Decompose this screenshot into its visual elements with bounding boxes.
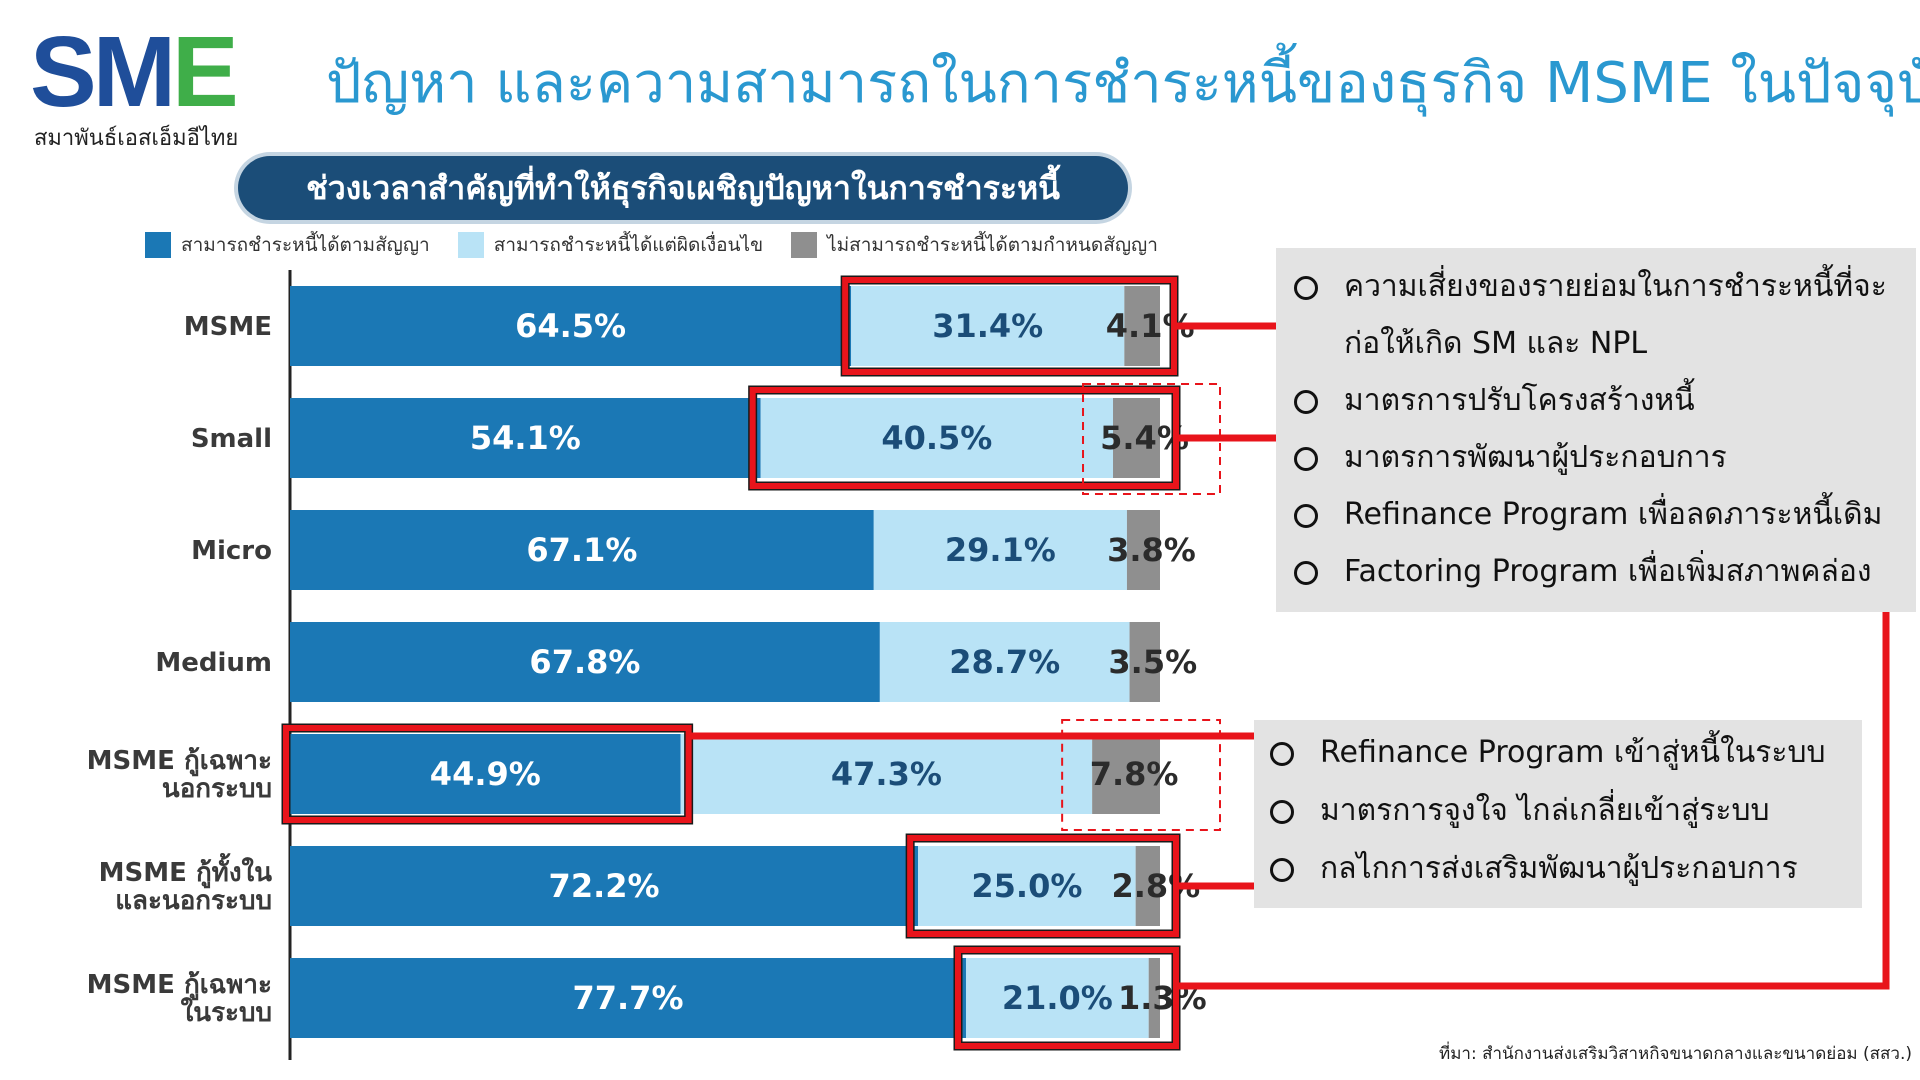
callout-top-text: Refinance Program เพื่อลดภาระหนี้เดิม — [1344, 497, 1883, 532]
data-label: 64.5% — [515, 307, 626, 345]
data-label: 4.1% — [1106, 307, 1195, 345]
callout-top-item: มาตรการปรับโครงสร้างหนี้ — [1294, 372, 1916, 429]
callout-bottom: Refinance Program เข้าสู่หนี้ในระบบ มาตร… — [1254, 720, 1862, 908]
data-label: 31.4% — [932, 307, 1043, 345]
callout-top: ความเสี่ยงของรายย่อมในการชำระหนี้ที่จะก่… — [1276, 248, 1916, 612]
category-label: Micro — [191, 536, 272, 566]
category-label: MSME กู้ทั้งใน — [99, 852, 273, 889]
stacked-bar-chart: 64.5% 31.4% 4.1% MSME 54.1% 40.5% 5.4% Small 67.… — [87, 270, 1207, 1060]
category-label: นอกระบบ — [162, 774, 272, 804]
bullet-icon — [1294, 447, 1318, 471]
legend-swatch-default — [791, 232, 818, 258]
callout-bottom-text: Refinance Program เข้าสู่หนี้ในระบบ — [1320, 735, 1826, 770]
data-label: 54.1% — [470, 419, 581, 457]
bullet-icon — [1294, 390, 1318, 414]
page-title: ปัญหา และความสามารถในการชำระหนี้ของธุรกิ… — [326, 51, 1920, 116]
data-label: 67.1% — [526, 531, 637, 569]
bullet-icon — [1270, 742, 1294, 766]
bullet-icon — [1294, 504, 1318, 528]
legend-item-breach: สามารถชำระหนี้ได้แต่ผิดเงื่อนไข — [457, 230, 764, 260]
data-label: 21.0% — [1002, 979, 1113, 1017]
sme-logo: SME สมาพันธ์เอสเอ็มอีไทย — [30, 16, 270, 150]
chart-legend: สามารถชำระหนี้ได้ตามสัญญา สามารถชำระหนี้… — [145, 230, 1186, 260]
data-label: 67.8% — [529, 643, 640, 681]
data-label: 1.3% — [1118, 979, 1207, 1017]
bar-segment — [290, 398, 761, 478]
data-label: 7.8% — [1090, 755, 1179, 793]
source-note: ที่มา: สำนักงานส่งเสริมวิสาหกิจขนาดกลางแ… — [1439, 1044, 1912, 1064]
data-label: 47.3% — [831, 755, 942, 793]
bar-segment — [290, 286, 852, 366]
bullet-icon — [1294, 276, 1318, 300]
data-label: 5.4% — [1100, 419, 1189, 457]
bar-segment — [1129, 622, 1160, 702]
data-label: 3.8% — [1107, 531, 1196, 569]
callout-bottom-item: กลไกการส่งเสริมพัฒนาผู้ประกอบการ — [1270, 840, 1862, 898]
data-label: 77.7% — [572, 979, 683, 1017]
logo-letters: SME — [30, 16, 239, 128]
callout-top-text: มาตรการพัฒนาผู้ประกอบการ — [1344, 440, 1727, 475]
legend-label-default: ไม่สามารถชำระหนี้ได้ตามกำหนดสัญญา — [827, 235, 1158, 256]
bar-segment — [879, 622, 1130, 702]
data-label: 25.0% — [971, 867, 1082, 905]
bar-segment — [290, 510, 874, 590]
bar-segment — [290, 846, 919, 926]
category-label: MSME — [184, 312, 272, 342]
data-label: 40.5% — [881, 419, 992, 457]
legend-item-default: ไม่สามารถชำระหนี้ได้ตามกำหนดสัญญา — [791, 230, 1158, 260]
category-label: Medium — [155, 648, 272, 678]
legend-swatch-on-time — [145, 232, 171, 258]
legend-swatch-breach — [457, 232, 484, 258]
legend-label-on-time: สามารถชำระหนี้ได้ตามสัญญา — [181, 235, 430, 256]
callout-top-item: มาตรการพัฒนาผู้ประกอบการ — [1294, 429, 1916, 486]
data-label: 2.8% — [1111, 867, 1200, 905]
callout-top-item: Refinance Program เพื่อลดภาระหนี้เดิม — [1294, 486, 1916, 543]
data-label: 3.5% — [1108, 643, 1197, 681]
category-label: MSME กู้เฉพาะ — [87, 970, 272, 1001]
category-label: MSME กู้เฉพาะ — [87, 746, 272, 777]
data-label: 28.7% — [949, 643, 1060, 681]
bar-segment — [290, 622, 880, 702]
callout-top-text: มาตรการปรับโครงสร้างหนี้ — [1344, 383, 1695, 418]
data-label: 29.1% — [945, 531, 1056, 569]
legend-item-on-time: สามารถชำระหนี้ได้ตามสัญญา — [145, 230, 430, 260]
callout-top-item: Factoring Program เพื่อเพิ่มสภาพคล่อง — [1294, 543, 1916, 600]
callout-top-text: Factoring Program เพื่อเพิ่มสภาพคล่อง — [1344, 554, 1872, 589]
bullet-icon — [1270, 800, 1294, 824]
bar-segment — [680, 734, 1093, 814]
callout-bottom-text: กลไกการส่งเสริมพัฒนาผู้ประกอบการ — [1320, 851, 1798, 886]
callout-bottom-item: Refinance Program เข้าสู่หนี้ในระบบ — [1270, 724, 1862, 782]
category-label: Small — [191, 424, 272, 454]
logo-subtitle: สมาพันธ์เอสเอ็มอีไทย — [34, 125, 239, 150]
bar-segment — [873, 510, 1127, 590]
callout-bottom-text: มาตรการจูงใจ ไกล่เกลี่ยเข้าสู่ระบบ — [1320, 793, 1770, 828]
data-label: 44.9% — [430, 755, 541, 793]
data-label: 72.2% — [549, 867, 660, 905]
callout-top-item: ความเสี่ยงของรายย่อมในการชำระหนี้ที่จะก่… — [1294, 258, 1916, 372]
bullet-icon — [1270, 858, 1294, 882]
category-label: ในระบบ — [181, 997, 272, 1028]
bar-segment — [290, 958, 966, 1038]
category-label: และนอกระบบ — [115, 886, 272, 916]
bar-segment — [1126, 510, 1160, 590]
callout-bottom-item: มาตรการจูงใจ ไกล่เกลี่ยเข้าสู่ระบบ — [1270, 782, 1862, 840]
legend-label-breach: สามารถชำระหนี้ได้แต่ผิดเงื่อนไข — [493, 235, 764, 256]
chart-title: ช่วงเวลาสำคัญที่ทำให้ธุรกิจเผชิญปัญหาในก… — [238, 156, 1128, 220]
bullet-icon — [1294, 561, 1318, 585]
callout-top-text: ความเสี่ยงของรายย่อมในการชำระหนี้ที่จะก่… — [1344, 269, 1887, 361]
